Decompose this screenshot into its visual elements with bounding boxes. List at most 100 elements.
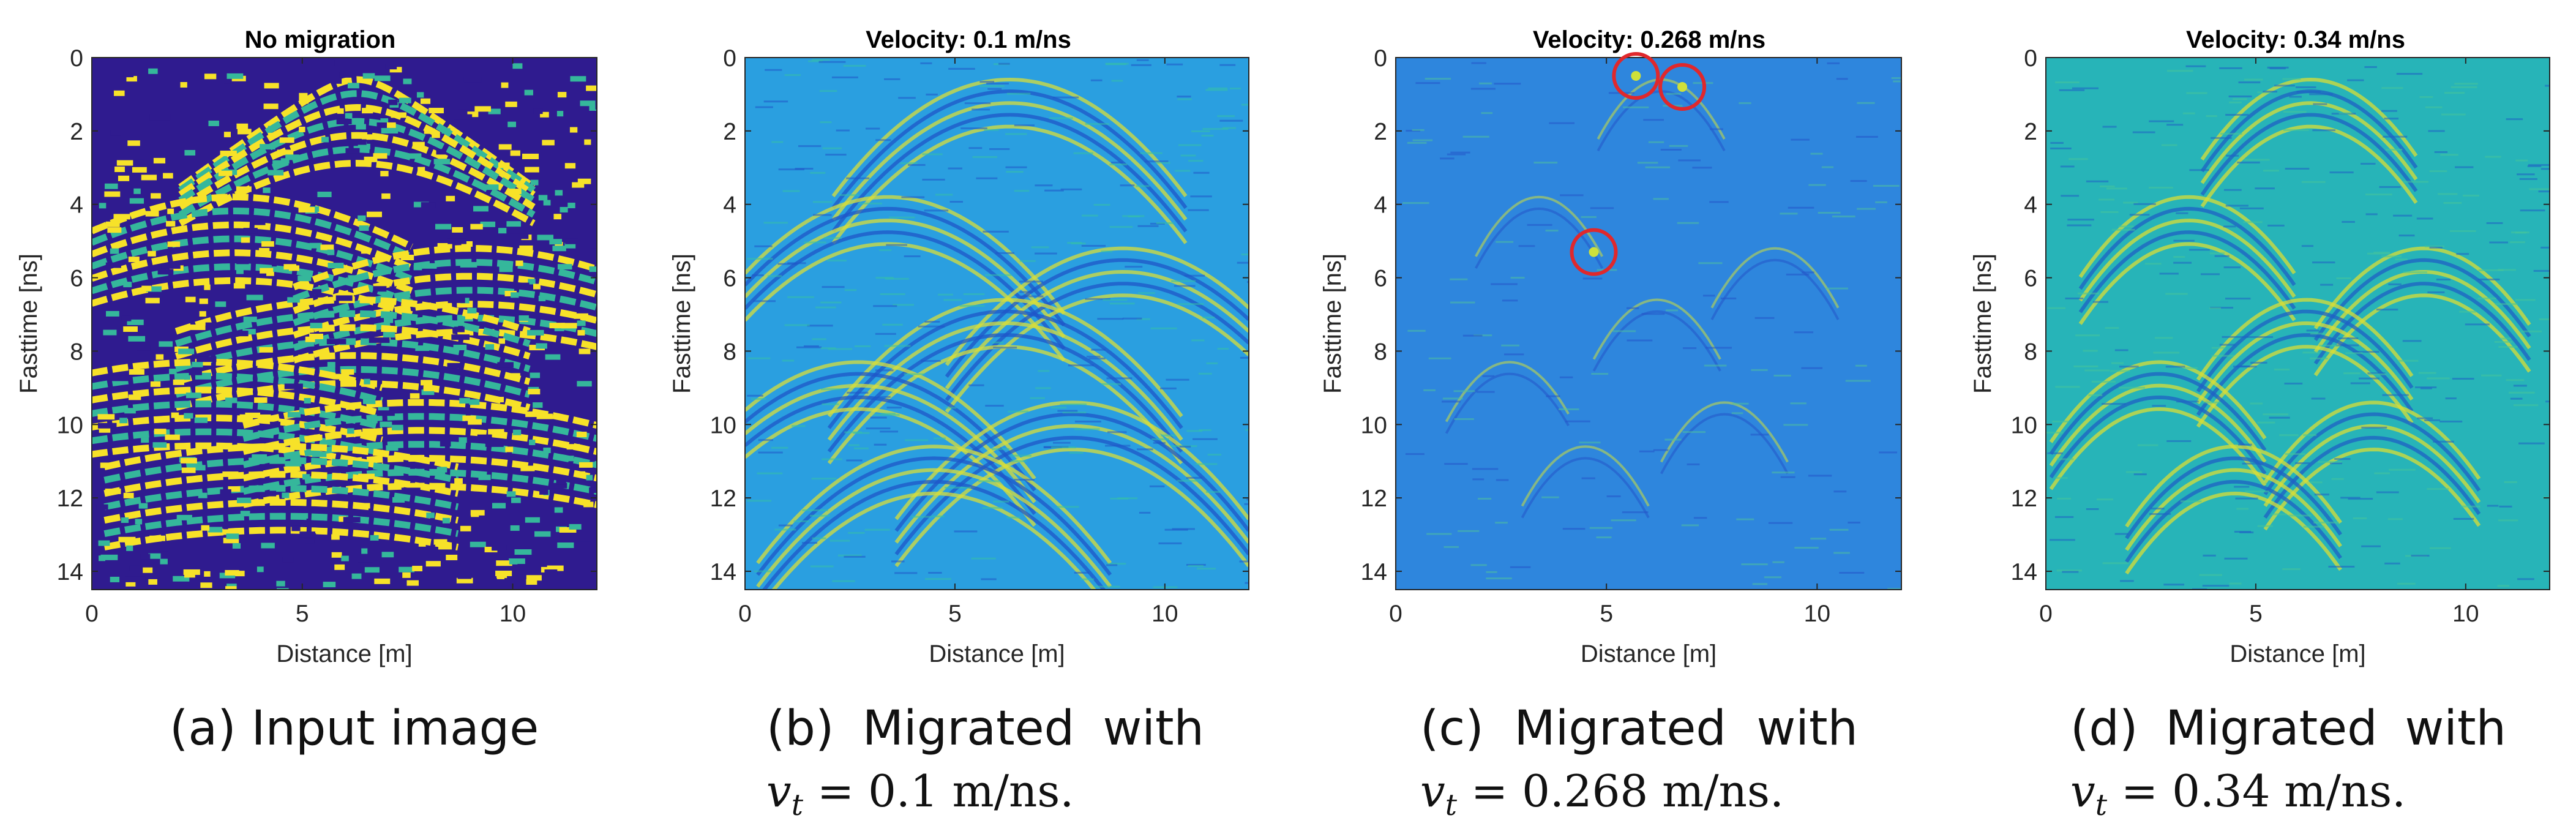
reflection-band <box>175 352 531 385</box>
noise-pixel <box>105 262 121 268</box>
noise-streak <box>2434 151 2448 153</box>
noise-streak <box>1623 106 1649 108</box>
noise-streak <box>2383 135 2408 138</box>
noise-streak <box>823 237 842 239</box>
noise-pixel <box>508 189 522 195</box>
x-axis-label: Distance [m] <box>929 640 1065 667</box>
noise-pixel <box>129 198 144 204</box>
noise-streak <box>2365 193 2392 196</box>
noise-streak <box>873 414 900 416</box>
noise-streak <box>2295 462 2310 464</box>
noise-pixel <box>348 83 359 89</box>
reflection-band <box>756 468 1112 588</box>
noise-streak <box>989 148 1010 150</box>
noise-pixel <box>169 369 177 375</box>
noise-streak <box>2222 336 2248 338</box>
noise-streak <box>1720 297 1737 299</box>
noise-streak <box>1643 119 1664 121</box>
noise-streak <box>1682 347 1697 350</box>
noise-streak <box>1501 344 1520 347</box>
noise-pixel <box>382 122 396 128</box>
noise-pixel <box>406 580 419 586</box>
noise-streak <box>2247 336 2274 338</box>
noise-pixel <box>185 296 196 302</box>
reflection-band <box>2049 372 2267 455</box>
focused-point <box>1677 81 1688 92</box>
noise-pixel <box>533 402 543 408</box>
noise-streak <box>2460 505 2481 508</box>
noise-pixel <box>362 398 376 404</box>
noise-streak <box>1751 369 1768 371</box>
reflection-band <box>2200 101 2418 184</box>
noise-pixel <box>113 214 130 220</box>
noise-streak <box>2220 133 2242 135</box>
noise-streak <box>848 444 859 446</box>
noise-streak <box>1453 390 1475 392</box>
noise-streak <box>1693 517 1707 519</box>
noise-streak <box>1494 83 1521 85</box>
noise-pixel <box>197 356 217 362</box>
noise-streak <box>796 346 822 348</box>
noise-streak <box>920 62 932 64</box>
noise-streak <box>2310 481 2323 484</box>
noise-pixel <box>323 582 336 588</box>
noise-pixel <box>220 151 237 157</box>
noise-pixel <box>272 160 281 166</box>
noise-streak <box>874 443 887 446</box>
noise-streak <box>968 147 983 149</box>
noise-streak <box>2233 366 2257 368</box>
noise-pixel <box>145 211 159 217</box>
noise-pixel <box>589 487 597 494</box>
noise-pixel <box>199 298 208 304</box>
noise-streak <box>2384 118 2399 120</box>
noise-streak <box>2498 519 2518 522</box>
noise-streak <box>846 177 870 179</box>
noise-streak <box>893 304 915 306</box>
noise-pixel <box>100 554 118 560</box>
noise-streak <box>880 430 899 433</box>
noise-streak <box>2244 78 2263 81</box>
noise-pixel <box>234 571 245 577</box>
noise-streak <box>1207 454 1222 456</box>
noise-streak <box>2235 497 2258 500</box>
noise-pixel <box>204 284 211 290</box>
noise-streak <box>1188 565 1204 567</box>
reflection-band <box>827 333 1183 453</box>
noise-streak <box>912 516 932 518</box>
noise-streak <box>944 486 971 489</box>
noise-pixel <box>447 238 466 244</box>
noise-streak <box>2510 241 2525 244</box>
noise-streak <box>2540 246 2550 249</box>
noise-streak <box>2225 205 2248 207</box>
noise-streak <box>1491 283 1518 285</box>
noise-pixel <box>418 541 426 547</box>
noise-streak <box>1752 583 1768 585</box>
noise-streak <box>2263 91 2277 93</box>
noise-streak <box>1074 421 1101 423</box>
noise-streak <box>1810 538 1827 540</box>
noise-pixel <box>345 148 360 154</box>
noise-streak <box>1057 410 1078 412</box>
noise-streak <box>1879 451 1898 454</box>
noise-streak <box>1857 208 1876 210</box>
noise-streak <box>884 78 900 80</box>
heatmap-field <box>2046 58 2550 590</box>
noise-streak <box>2527 165 2542 167</box>
noise-streak <box>971 557 996 560</box>
noise-streak <box>2313 521 2339 524</box>
noise-streak <box>949 201 964 203</box>
noise-pixel <box>361 248 370 254</box>
noise-pixel <box>461 241 473 247</box>
noise-streak <box>2092 301 2108 303</box>
caption-b-word2: with <box>1103 701 1204 756</box>
noise-streak <box>2114 533 2129 535</box>
noise-pixel <box>277 588 289 590</box>
noise-streak <box>987 88 1002 90</box>
noise-pixel <box>287 411 301 418</box>
noise-streak <box>1144 160 1169 163</box>
noise-streak <box>1873 184 1900 187</box>
noise-streak <box>1206 362 1218 364</box>
noise-pixel <box>526 579 537 585</box>
noise-pixel <box>129 154 144 160</box>
noise-streak <box>2228 95 2252 97</box>
